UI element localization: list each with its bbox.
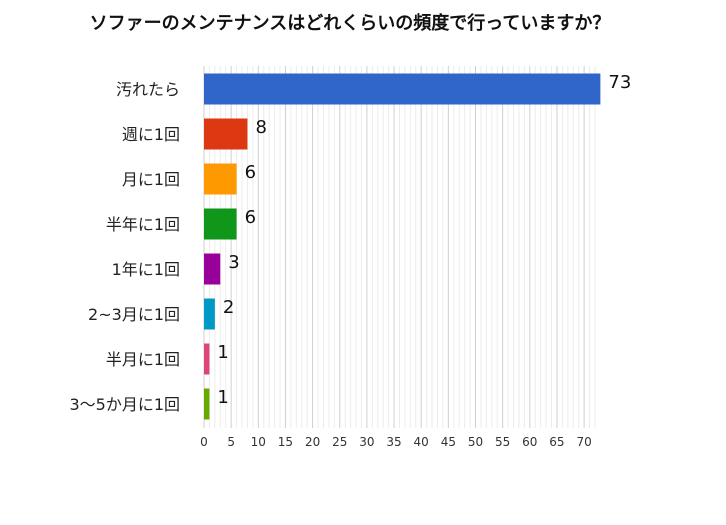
category-label: 半年に1回 bbox=[106, 215, 180, 234]
x-tick-label: 35 bbox=[386, 435, 401, 449]
x-tick-label: 25 bbox=[332, 435, 347, 449]
value-label: 3 bbox=[228, 252, 239, 273]
x-tick-label: 10 bbox=[251, 435, 266, 449]
bar bbox=[204, 253, 221, 285]
bar bbox=[204, 118, 248, 150]
category-label: 半月に1回 bbox=[106, 350, 180, 369]
bar bbox=[204, 73, 601, 105]
x-tick-label: 30 bbox=[359, 435, 374, 449]
category-label: 週に1回 bbox=[122, 125, 180, 144]
value-label: 1 bbox=[217, 387, 228, 408]
value-label: 1 bbox=[217, 342, 228, 363]
category-label: 月に1回 bbox=[122, 170, 180, 189]
category-label: 2~3月に1回 bbox=[88, 305, 180, 324]
value-labels: 73 8 6 6 3 2 1 1 bbox=[217, 72, 631, 408]
x-tick-label: 45 bbox=[441, 435, 456, 449]
x-tick-label: 65 bbox=[549, 435, 564, 449]
category-label: 3〜5か月に1回 bbox=[69, 395, 180, 414]
x-tick-label: 40 bbox=[414, 435, 429, 449]
value-label: 6 bbox=[245, 207, 256, 228]
x-tick-label: 5 bbox=[227, 435, 235, 449]
x-tick-label: 55 bbox=[495, 435, 510, 449]
x-tick-label: 0 bbox=[200, 435, 208, 449]
bar bbox=[204, 163, 237, 195]
x-tick-label: 20 bbox=[305, 435, 320, 449]
bars bbox=[204, 73, 601, 420]
value-label: 6 bbox=[245, 162, 256, 183]
x-tick-label: 60 bbox=[522, 435, 537, 449]
x-tick-label: 70 bbox=[576, 435, 591, 449]
x-tick-labels: 0 5 10 15 20 25 30 35 40 45 50 55 60 65 70 bbox=[200, 435, 592, 449]
value-label: 2 bbox=[223, 297, 234, 318]
bar bbox=[204, 208, 237, 240]
chart-title: ソファーのメンテナンスはどれくらいの頻度で行っていますか？ bbox=[90, 12, 611, 34]
x-tick-label: 50 bbox=[468, 435, 483, 449]
category-label: 汚れたら bbox=[116, 80, 180, 99]
category-label: 1年に1回 bbox=[112, 260, 180, 279]
bar bbox=[204, 343, 210, 375]
value-label: 8 bbox=[255, 117, 266, 138]
bar bbox=[204, 298, 215, 330]
x-tick-label: 15 bbox=[278, 435, 293, 449]
value-label: 73 bbox=[608, 72, 631, 93]
bar bbox=[204, 388, 210, 420]
